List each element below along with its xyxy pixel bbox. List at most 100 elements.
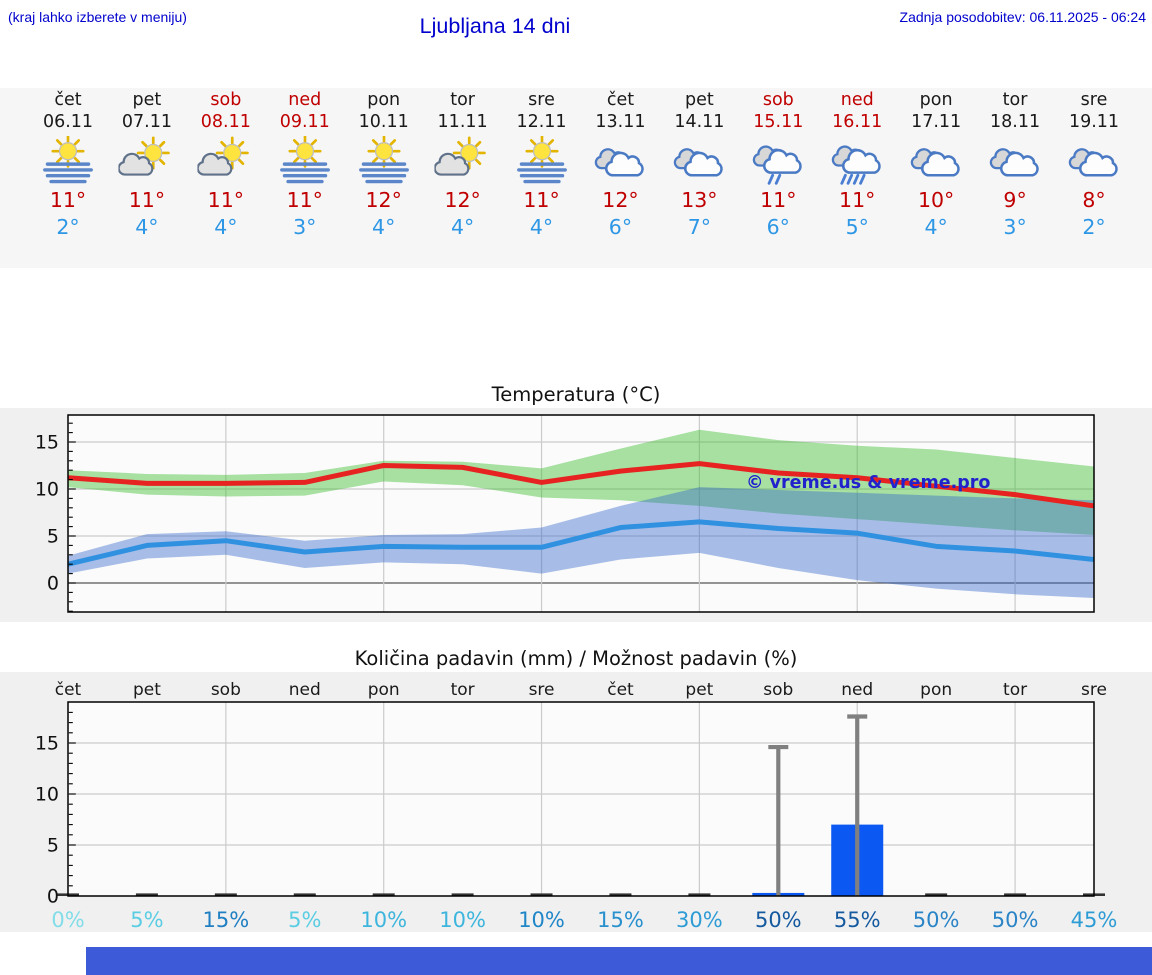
precip-zero-dash xyxy=(293,893,316,896)
day-max-temp: 12° xyxy=(444,188,481,212)
cloudy-icon xyxy=(670,136,728,186)
day-min-temp: 4° xyxy=(924,215,948,239)
plot-frame xyxy=(67,414,1095,613)
precip-zero-dash xyxy=(135,893,158,896)
menu-hint-text: (kraj lahko izberete v meniju) xyxy=(8,9,187,25)
day-column: sre 12.11 11° 4° xyxy=(502,88,582,241)
day-name: čet xyxy=(606,90,635,110)
day-min-temp: 4° xyxy=(135,215,159,239)
day-min-temp: 2° xyxy=(56,215,80,239)
day-column: pon 10.11 12° 4° xyxy=(344,88,424,241)
day-date: 08.11 xyxy=(200,111,251,132)
day-date: 19.11 xyxy=(1068,111,1120,132)
precip-probability: 5% xyxy=(130,908,163,932)
y-axis-label: 15 xyxy=(35,432,59,454)
day-max-temp: 11° xyxy=(128,188,166,212)
precip-probability: 10% xyxy=(360,908,407,932)
y-axis-label: 5 xyxy=(47,526,59,548)
y-axis-label: 10 xyxy=(35,479,59,501)
cloudy-icon xyxy=(1065,136,1123,186)
day-max-temp: 10° xyxy=(917,188,955,212)
precipitation-chart: čet pet sob ned pon tor sre čet pet sob ned pon tor s… xyxy=(35,680,1118,932)
precip-zero-dash xyxy=(530,893,553,896)
day-max-temp: 13° xyxy=(681,188,718,212)
day-date: 06.11 xyxy=(42,111,94,132)
footer-bar xyxy=(86,947,1152,975)
y-axis-label: 15 xyxy=(35,733,59,755)
forecast-strip: čet 06.11 11° 2° pet 07.11 11° 4° sob 08.11 11° 4° n… xyxy=(0,88,1152,268)
y-axis-label: 5 xyxy=(47,835,59,857)
precip-probability: 15% xyxy=(203,908,250,932)
day-max-temp: 11° xyxy=(839,188,876,212)
day-max-temp: 11° xyxy=(286,188,323,212)
day-label: pon xyxy=(920,680,952,700)
day-column: tor 18.11 9° 3° xyxy=(975,88,1055,241)
day-name: sob xyxy=(762,90,794,110)
sun-cloud-icon xyxy=(197,136,255,186)
day-label: ned xyxy=(841,680,873,700)
day-label: sre xyxy=(1081,680,1107,700)
day-label: sre xyxy=(529,680,555,700)
precipitation-chart-title: Količina padavin (mm) / Možnost padavin … xyxy=(354,647,798,670)
day-label: sob xyxy=(763,680,793,700)
precip-probability: 5% xyxy=(288,908,321,932)
day-date: 14.11 xyxy=(674,111,725,132)
precip-zero-dash xyxy=(925,893,948,896)
plot-area xyxy=(68,415,1094,612)
day-min-temp: 6° xyxy=(766,215,790,239)
day-column: ned 16.11 11° 5° xyxy=(817,88,897,241)
precip-probability: 50% xyxy=(755,908,802,932)
precip-probability: 0% xyxy=(51,908,84,932)
day-date: 17.11 xyxy=(911,111,962,132)
rain-light-icon xyxy=(749,136,807,186)
day-column: ned 09.11 11° 3° xyxy=(265,88,345,241)
day-max-temp: 11° xyxy=(207,188,245,212)
day-name: tor xyxy=(450,90,475,110)
day-max-temp: 8° xyxy=(1082,188,1106,212)
day-column: pon 17.11 10° 4° xyxy=(896,88,976,241)
day-min-temp: 5° xyxy=(845,215,869,239)
day-min-temp: 4° xyxy=(372,215,396,239)
day-max-temp: 11° xyxy=(523,188,560,212)
day-max-temp: 11° xyxy=(760,188,797,212)
day-date: 15.11 xyxy=(753,111,804,132)
day-min-temp: 2° xyxy=(1082,215,1106,239)
precip-zero-dash xyxy=(688,893,711,896)
plot-frame xyxy=(67,701,1095,897)
precip-probability: 45% xyxy=(1071,908,1118,932)
day-name: pon xyxy=(919,90,953,110)
day-label: tor xyxy=(451,680,475,700)
last-update-text: Zadnja posodobitev: 06.11.2025 - 06:24 xyxy=(899,9,1146,25)
day-name: sob xyxy=(210,90,242,110)
day-date: 07.11 xyxy=(121,111,172,132)
day-column: pet 07.11 11° 4° xyxy=(107,88,187,241)
day-date: 11.11 xyxy=(437,111,488,132)
precip-probability: 55% xyxy=(834,908,881,932)
day-label: pon xyxy=(368,680,400,700)
day-date: 12.11 xyxy=(516,111,567,132)
precip-zero-dash xyxy=(372,893,395,896)
temp-max-line xyxy=(68,461,1094,509)
day-date: 18.11 xyxy=(990,111,1041,132)
precip-probability: 10% xyxy=(518,908,565,932)
rain-icon xyxy=(828,136,886,186)
day-label: čet xyxy=(55,680,82,700)
page-title: Ljubljana 14 dni xyxy=(419,14,571,38)
cloudy-icon xyxy=(907,136,965,186)
day-min-temp: 4° xyxy=(450,215,475,239)
sun-fog-icon xyxy=(355,136,413,186)
sun-cloud-icon xyxy=(118,136,176,186)
day-name: sre xyxy=(1080,90,1108,110)
day-name: pet xyxy=(685,90,714,110)
precip-zero-dash xyxy=(609,893,632,896)
sun-fog-icon xyxy=(513,136,571,186)
day-column: sob 08.11 11° 4° xyxy=(186,88,266,241)
day-label: sob xyxy=(211,680,241,700)
day-column: sre 19.11 8° 2° xyxy=(1054,88,1134,241)
y-axis-label: 0 xyxy=(47,573,59,595)
day-name: pet xyxy=(132,90,162,110)
day-min-temp: 3° xyxy=(293,215,317,239)
day-label: tor xyxy=(1003,680,1027,700)
day-min-temp: 4° xyxy=(214,215,238,239)
day-name: pon xyxy=(367,90,401,110)
